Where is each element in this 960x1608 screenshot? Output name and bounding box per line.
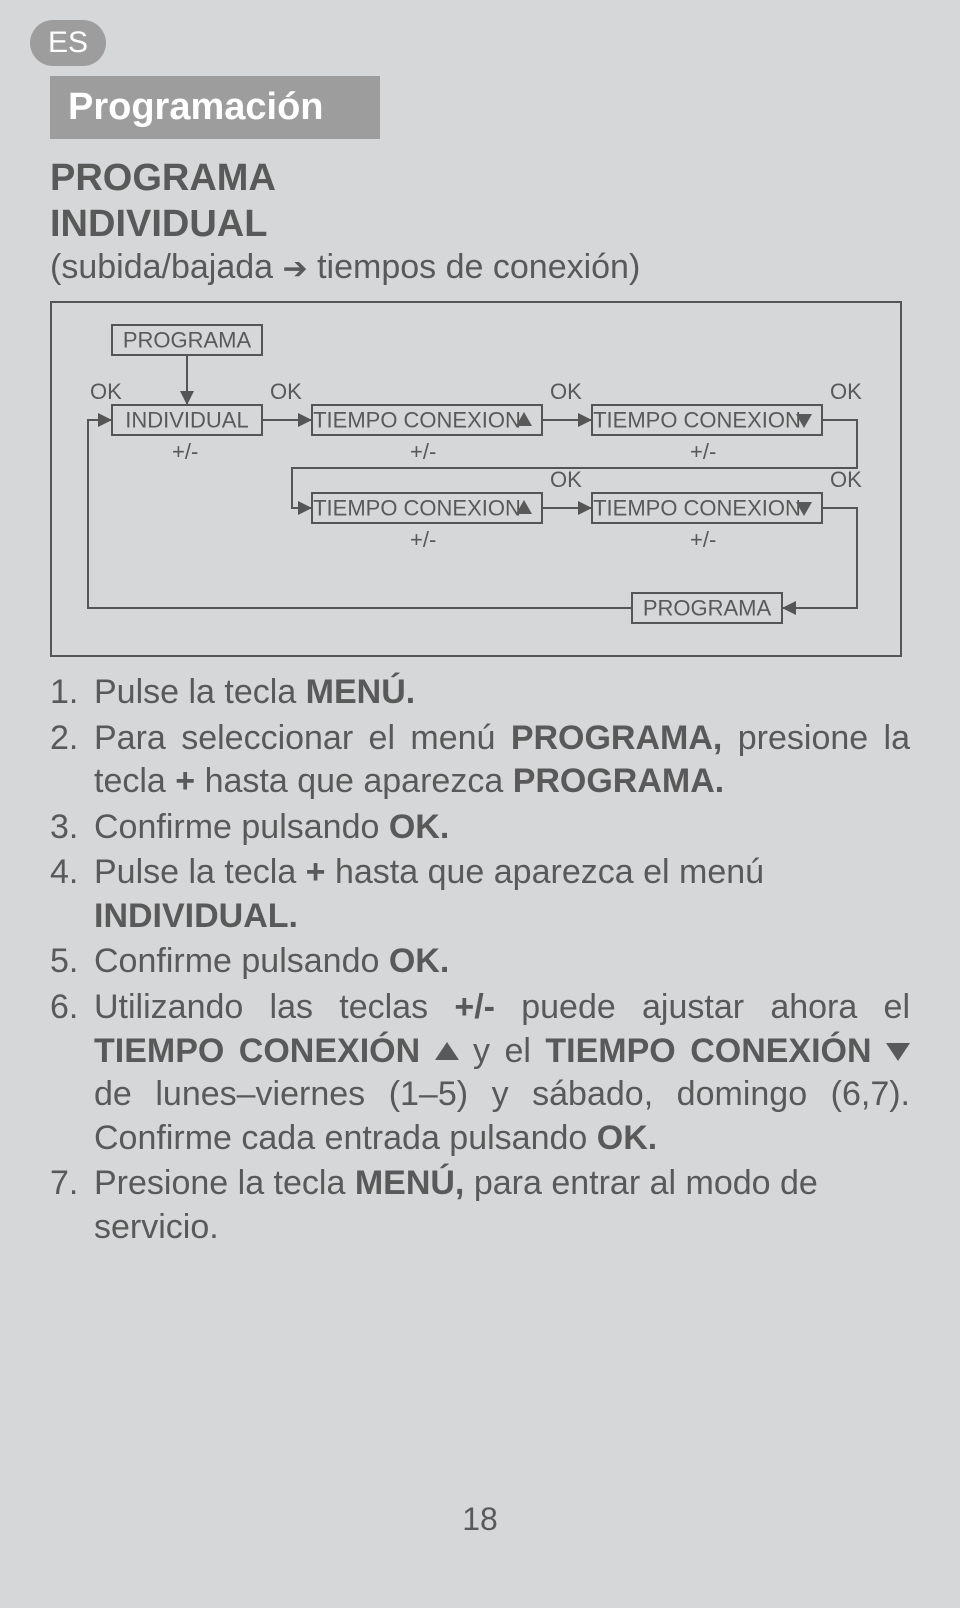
step-number: 3. — [50, 806, 94, 850]
svg-text:OK: OK — [830, 379, 862, 404]
step-item: 4.Pulse la tecla + hasta que aparezca el… — [50, 851, 910, 938]
svg-text:+/-: +/- — [172, 439, 198, 464]
step-item: 3.Confirme pulsando OK. — [50, 806, 910, 850]
svg-text:+/-: +/- — [690, 439, 716, 464]
svg-text:OK: OK — [550, 379, 582, 404]
step-text: Presione la tecla MENÚ, para entrar al m… — [94, 1162, 910, 1249]
step-text: Confirme pulsando OK. — [94, 806, 910, 850]
step-text: Utilizando las teclas +/- puede ajustar … — [94, 986, 910, 1160]
svg-text:+/-: +/- — [410, 527, 436, 552]
step-item: 5.Confirme pulsando OK. — [50, 940, 910, 984]
svg-text:TIEMPO CONEXION: TIEMPO CONEXION — [313, 408, 521, 433]
step-text: Confirme pulsando OK. — [94, 940, 910, 984]
manual-page: ES Programación PROGRAMA INDIVIDUAL (sub… — [0, 0, 960, 1291]
heading-line2: INDIVIDUAL — [50, 203, 910, 247]
svg-text:OK: OK — [550, 467, 582, 492]
page-number: 18 — [0, 1501, 960, 1538]
step-text: Para seleccionar el menú PROGRAMA, presi… — [94, 717, 910, 804]
step-number: 1. — [50, 671, 94, 715]
step-number: 4. — [50, 851, 94, 938]
step-number: 2. — [50, 717, 94, 804]
svg-text:PROGRAMA: PROGRAMA — [643, 596, 772, 621]
subheading-pre: (subida/bajada — [50, 248, 273, 286]
svg-text:OK: OK — [90, 379, 122, 404]
svg-text:TIEMPO CONEXION: TIEMPO CONEXION — [313, 496, 521, 521]
svg-text:INDIVIDUAL: INDIVIDUAL — [125, 408, 248, 433]
svg-text:TIEMPO CONEXION: TIEMPO CONEXION — [593, 496, 801, 521]
svg-text:+/-: +/- — [690, 527, 716, 552]
step-text: Pulse la tecla MENÚ. — [94, 671, 910, 715]
svg-text:TIEMPO CONEXION: TIEMPO CONEXION — [593, 408, 801, 433]
svg-text:PROGRAMA: PROGRAMA — [123, 328, 252, 353]
step-item: 2.Para seleccionar el menú PROGRAMA, pre… — [50, 717, 910, 804]
svg-text:OK: OK — [830, 467, 862, 492]
subheading: (subida/bajada ➔ tiempos de conexión) — [50, 248, 910, 287]
step-item: 7.Presione la tecla MENÚ, para entrar al… — [50, 1162, 910, 1249]
subheading-post: tiempos de conexión) — [317, 248, 640, 286]
flowchart: PROGRAMA INDIVIDUAL TIEMPO CONEXION TIEMPO … — [50, 301, 902, 657]
step-number: 5. — [50, 940, 94, 984]
section-title: Programación — [50, 76, 380, 139]
svg-text:OK: OK — [270, 379, 302, 404]
svg-text:+/-: +/- — [410, 439, 436, 464]
arrow-right-icon: ➔ — [283, 253, 308, 286]
step-item: 6.Utilizando las teclas +/- puede ajusta… — [50, 986, 910, 1160]
flowchart-svg: PROGRAMA INDIVIDUAL TIEMPO CONEXION TIEMPO … — [52, 303, 904, 659]
step-text: Pulse la tecla + hasta que aparezca el m… — [94, 851, 910, 938]
steps-list: 1.Pulse la tecla MENÚ.2.Para seleccionar… — [50, 671, 910, 1249]
step-number: 7. — [50, 1162, 94, 1249]
language-badge: ES — [30, 20, 106, 66]
heading-line1: PROGRAMA — [50, 157, 910, 201]
step-item: 1.Pulse la tecla MENÚ. — [50, 671, 910, 715]
step-number: 6. — [50, 986, 94, 1160]
